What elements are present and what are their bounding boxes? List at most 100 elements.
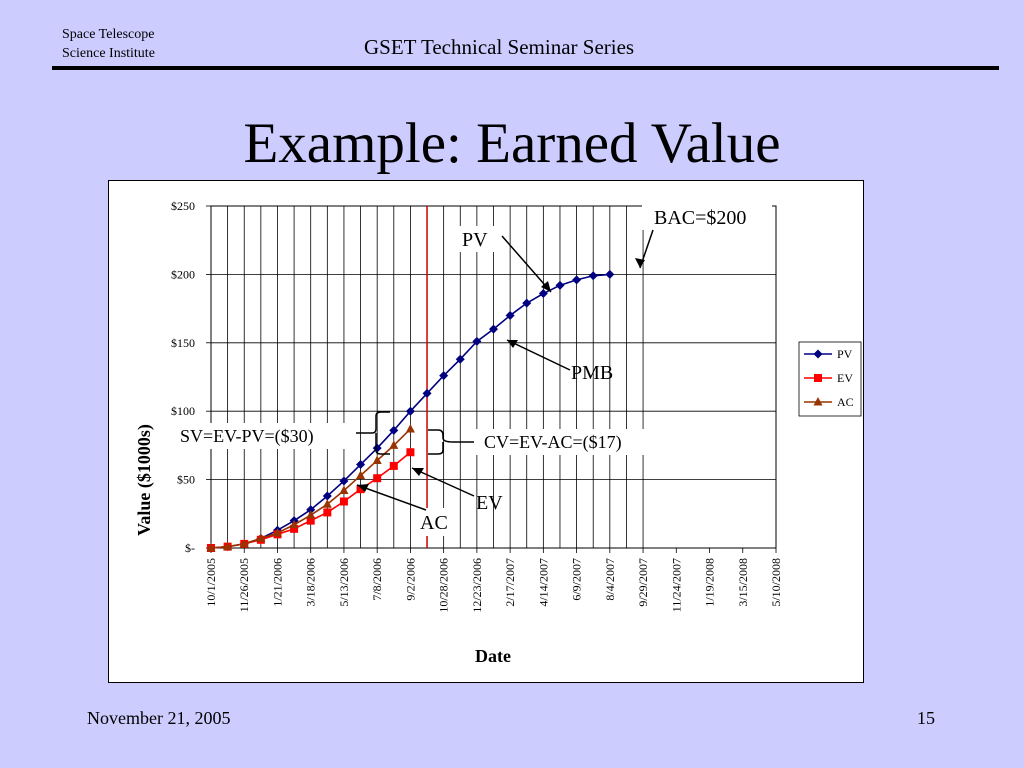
pv-point — [405, 406, 415, 416]
ac-point — [256, 533, 266, 542]
sv-brace — [356, 411, 390, 455]
ac-annotation: AC — [420, 512, 448, 534]
legend-ev-label: EV — [837, 371, 853, 385]
legend: PV EV AC — [798, 341, 862, 417]
y-tick-label: $250 — [171, 199, 195, 213]
x-tick-label: 7/8/2006 — [370, 558, 384, 601]
x-tick-label: 9/2/2006 — [403, 558, 417, 601]
x-tick-label: 10/28/2006 — [437, 558, 451, 613]
cv-brace — [428, 429, 474, 455]
pv-point — [522, 298, 532, 308]
ev-arrow — [411, 467, 475, 497]
pv-arrow — [501, 235, 552, 293]
ac-point — [389, 440, 399, 449]
x-tick-label: 3/15/2008 — [736, 558, 750, 607]
legend-ev-marker — [814, 374, 822, 382]
x-tick-label: 2/17/2007 — [503, 558, 517, 607]
x-tick-label: 3/18/2006 — [304, 558, 318, 607]
y-axis-ticks: $- $50 $100 $150 $200 $250 — [171, 199, 195, 555]
pmb-annotation: PMB — [571, 362, 613, 384]
sv-annotation: SV=EV-PV=($30) — [180, 426, 314, 447]
earned-value-chart: $- $50 $100 $150 $200 $250 10/1/2005 11/26/200… — [134, 199, 862, 666]
ev-point — [290, 524, 299, 533]
pv-annotation: PV — [462, 229, 488, 251]
ac-point — [306, 510, 316, 519]
x-tick-label: 1/21/2006 — [270, 558, 284, 607]
x-tick-label: 8/4/2007 — [603, 558, 617, 601]
pv-point — [356, 460, 366, 470]
x-tick-label: 10/1/2005 — [204, 558, 218, 607]
ac-point — [356, 470, 366, 479]
organization-name: Space Telescope Science Institute — [62, 25, 155, 63]
ev-point — [356, 485, 365, 494]
ev-point — [339, 497, 348, 506]
pv-point — [505, 310, 515, 320]
legend-ac-marker — [813, 397, 823, 406]
y-axis-title: Value ($1000s) — [134, 424, 155, 536]
pv-arrowhead — [541, 281, 551, 292]
page-number: 15 — [917, 708, 935, 728]
seminar-series-title: GSET Technical Seminar Series — [364, 35, 635, 59]
pmb-arrow — [506, 339, 571, 371]
x-tick-label: 1/19/2008 — [703, 558, 717, 607]
legend-pv-marker — [813, 349, 823, 359]
pv-point — [605, 269, 615, 279]
x-tick-label: 4/14/2007 — [536, 558, 550, 607]
ac-point — [223, 541, 233, 551]
footer-date: November 21, 2005 — [87, 708, 231, 728]
org-line-1: Space Telescope — [62, 27, 155, 42]
x-tick-label: 5/10/2008 — [769, 558, 783, 607]
org-line-2: Science Institute — [62, 46, 155, 61]
x-axis-ticks: 10/1/2005 11/26/2005 1/21/2006 3/18/2006 5/1… — [204, 558, 783, 613]
y-tick-label: $100 — [171, 404, 195, 418]
sv-label-bg — [172, 423, 354, 449]
pv-point — [322, 491, 332, 501]
annotations: BAC=$200 PV PMB SV=EV-PV=($30) CV=EV-AC=… — [172, 204, 772, 536]
x-tick-label: 11/26/2005 — [237, 558, 251, 612]
pv-label-bg — [456, 226, 504, 252]
ac-point — [289, 519, 299, 529]
ac-point — [239, 538, 249, 548]
ev-arrowhead — [412, 468, 424, 476]
legend-pv-label: PV — [837, 347, 853, 361]
cv-label-bg — [476, 429, 668, 455]
ac-point — [322, 499, 332, 508]
y-tick-label: $50 — [177, 473, 195, 487]
y-tick-label: $200 — [171, 267, 195, 281]
cv-annotation: CV=EV-AC=($17) — [484, 432, 622, 453]
pv-point — [588, 271, 598, 281]
series-layer — [206, 269, 615, 553]
y-tick-label: $150 — [171, 336, 195, 350]
slide-title: Example: Earned Value — [243, 112, 781, 175]
ac-point — [372, 455, 382, 464]
ac-arrow — [356, 484, 427, 511]
ac-label-bg — [412, 508, 458, 536]
header-rule — [52, 66, 999, 70]
pv-point — [538, 289, 548, 299]
x-axis-title: Date — [475, 646, 511, 666]
pv-point — [439, 371, 449, 381]
pv-point — [306, 505, 316, 515]
ev-point — [406, 448, 415, 457]
x-tick-label: 9/29/2007 — [636, 558, 650, 607]
ac-arrowhead — [357, 484, 369, 492]
x-tick-label: 5/13/2006 — [337, 558, 351, 607]
ac-point — [206, 543, 216, 552]
pv-point — [489, 324, 498, 334]
pv-point — [455, 354, 465, 364]
ev-point — [323, 508, 332, 517]
bac-label-bg — [642, 204, 772, 230]
ac-point — [405, 423, 415, 433]
pv-point — [372, 443, 382, 453]
ev-point — [373, 474, 382, 483]
bac-arrowhead — [635, 258, 645, 268]
pv-point — [422, 388, 432, 398]
ev-point — [389, 461, 398, 470]
y-tick-label: $- — [185, 541, 195, 555]
bac-annotation: BAC=$200 — [654, 207, 746, 229]
ac-point — [339, 485, 349, 495]
ac-point — [272, 527, 282, 537]
x-tick-label: 11/24/2007 — [669, 558, 683, 612]
pmb-arrowhead — [507, 340, 518, 348]
pv-point — [572, 275, 582, 285]
